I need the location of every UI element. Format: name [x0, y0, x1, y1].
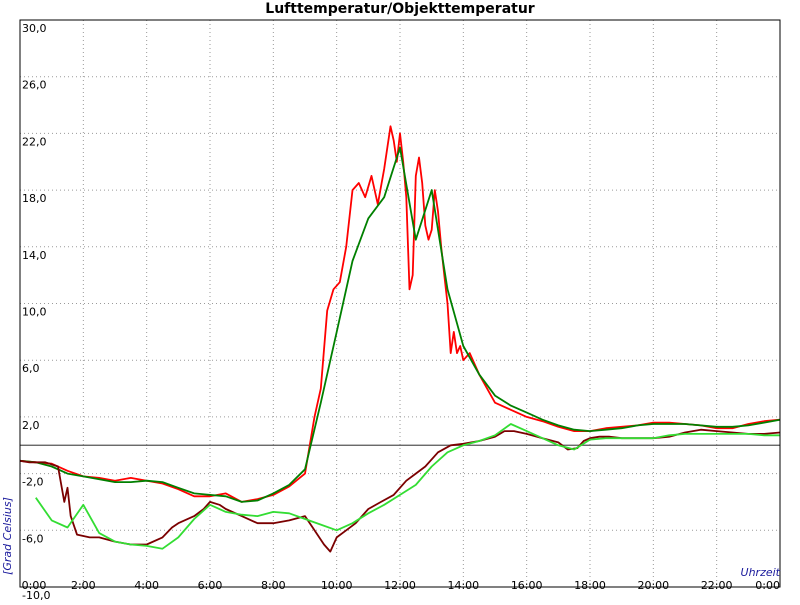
- y-tick-label: -2,0: [22, 476, 43, 489]
- x-tick-label: 0:00: [755, 579, 780, 592]
- y-tick-label: 26,0: [22, 79, 47, 92]
- x-tick-label: 10:00: [321, 579, 353, 592]
- x-tick-label: 14:00: [447, 579, 479, 592]
- y-tick-label: 10,0: [22, 306, 47, 319]
- series-line: [35, 423, 780, 550]
- series-line: [19, 146, 781, 503]
- y-tick-label: 14,0: [22, 249, 47, 262]
- y-tick-label: 2,0: [22, 419, 40, 432]
- series-line: [19, 428, 781, 553]
- grid: [20, 20, 780, 587]
- y-tick-label: 6,0: [22, 362, 40, 375]
- x-tick-label: 8:00: [261, 579, 286, 592]
- y-axis-label: [Grad Celsius]: [1, 497, 14, 575]
- x-axis-label: Uhrzeit: [741, 566, 781, 579]
- y-tick-label: -6,0: [22, 532, 43, 545]
- y-tick-label: 30,0: [22, 22, 47, 35]
- plot-frame: [19, 19, 781, 588]
- x-tick-label: 0:00: [22, 579, 47, 592]
- x-tick-label: 16:00: [511, 579, 543, 592]
- x-tick-label: 18:00: [574, 579, 606, 592]
- y-tick-label: 22,0: [22, 135, 47, 148]
- x-tick-label: 6:00: [198, 579, 223, 592]
- y-tick-labels: 30,0 26,0 22,0 18,0 14,0 10,0 6,0 2,0 -2,0 -6,0 -1…: [22, 22, 50, 602]
- y-tick-label: -10,0: [22, 589, 50, 600]
- y-tick-label: 18,0: [22, 192, 47, 205]
- x-tick-labels: 0:00 2:00 4:00 6:00 8:00 10:00 12:00 14:00 16:00…: [22, 579, 780, 592]
- x-tick-label: 20:00: [637, 579, 669, 592]
- x-tick-label: 22:00: [701, 579, 733, 592]
- x-tick-label: 2:00: [71, 579, 96, 592]
- x-tick-label: 4:00: [134, 579, 159, 592]
- series-lines: [19, 125, 781, 553]
- chart-title: Lufttemperatur/Objekttemperatur: [265, 1, 535, 17]
- x-tick-label: 12:00: [384, 579, 416, 592]
